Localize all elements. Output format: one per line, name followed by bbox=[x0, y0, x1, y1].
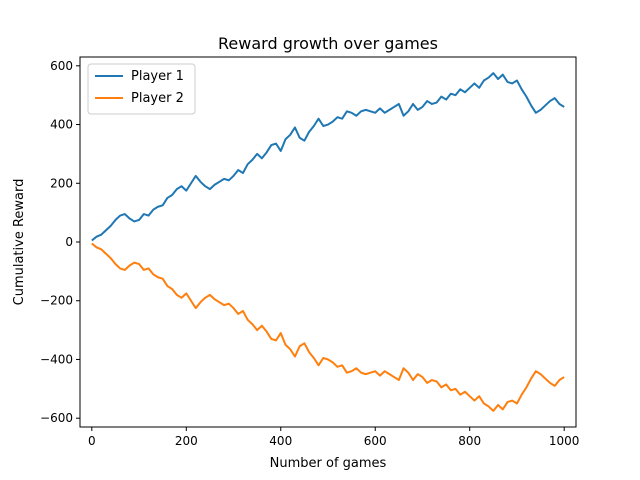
x-tick-label: 1000 bbox=[549, 434, 580, 448]
legend-label-player-1: Player 1 bbox=[131, 69, 184, 84]
y-tick-label: −600 bbox=[40, 411, 73, 425]
x-tick-label: 400 bbox=[269, 434, 292, 448]
y-axis: −600 −400 −200 0 200 400 600 bbox=[40, 59, 80, 425]
x-tick-label: 600 bbox=[364, 434, 387, 448]
chart-title: Reward growth over games bbox=[218, 34, 438, 53]
legend-label-player-2: Player 2 bbox=[131, 91, 184, 106]
x-axis: 0 200 400 600 800 1000 bbox=[88, 427, 579, 448]
y-tick-label: 600 bbox=[50, 59, 73, 73]
x-tick-label: 800 bbox=[458, 434, 481, 448]
y-tick-label: −200 bbox=[40, 294, 73, 308]
legend: Player 1 Player 2 bbox=[87, 63, 196, 115]
y-tick-label: 0 bbox=[65, 235, 73, 249]
y-tick-label: −400 bbox=[40, 352, 73, 366]
x-tick-label: 0 bbox=[88, 434, 96, 448]
series-line-player-1 bbox=[91, 72, 565, 242]
series-line-player-2 bbox=[91, 242, 565, 412]
series-group bbox=[91, 72, 565, 412]
y-tick-label: 200 bbox=[50, 176, 73, 190]
y-axis-label: Cumulative Reward bbox=[12, 179, 27, 306]
y-tick-label: 400 bbox=[50, 118, 73, 132]
x-axis-label: Number of games bbox=[270, 456, 387, 471]
x-tick-label: 200 bbox=[175, 434, 198, 448]
